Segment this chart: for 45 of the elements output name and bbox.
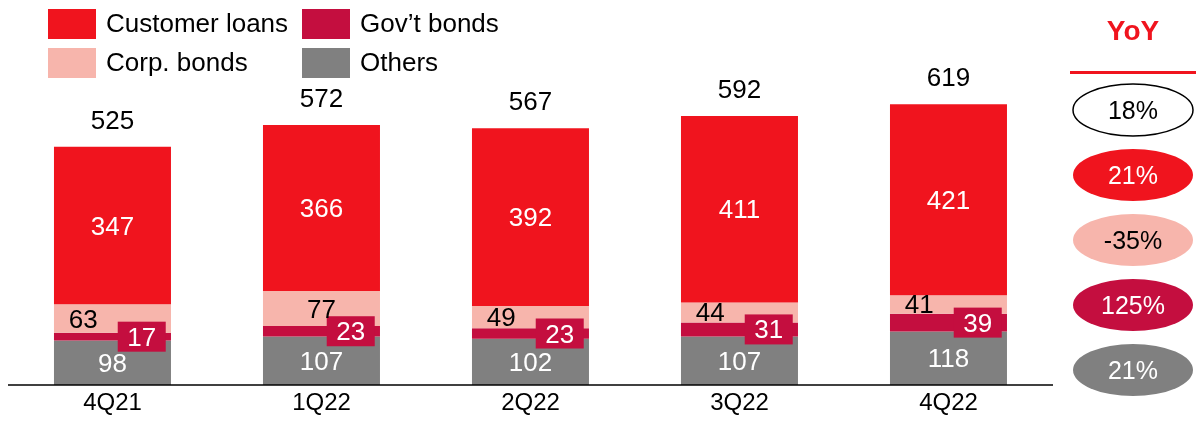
bar: [471, 128, 589, 307]
data-label: 23: [545, 318, 575, 349]
bar: [53, 146, 171, 305]
text: 18%: [1107, 96, 1159, 124]
data-label: 98: [98, 347, 127, 378]
bar: [680, 115, 798, 303]
total-label: 619: [926, 62, 971, 93]
bar: [262, 125, 380, 292]
data-label: 421: [926, 184, 971, 215]
data-label: 107: [717, 345, 762, 376]
legend-label: Others: [360, 47, 439, 78]
x-tick-label: 3Q22: [710, 388, 769, 416]
data-label: 366: [299, 193, 344, 224]
data-label: 107: [299, 345, 344, 376]
data-label: 347: [90, 210, 135, 241]
data-label: 49: [486, 302, 516, 333]
data-label: 23: [336, 316, 366, 347]
text: 125%: [1101, 291, 1165, 319]
total-label: 567: [508, 86, 553, 117]
text: YoY: [1106, 15, 1160, 46]
data-label: 31: [754, 314, 784, 345]
legend-label: Gov’t bonds: [360, 8, 499, 39]
bar: [889, 104, 1007, 296]
x-tick-label: 1Q22: [292, 388, 351, 416]
data-label: 392: [508, 202, 553, 233]
data-label: 44: [695, 297, 725, 328]
data-label: 17: [127, 321, 157, 352]
total-label: 525: [90, 104, 135, 135]
x-tick-label: 4Q22: [919, 388, 978, 416]
data-label: 118: [927, 343, 970, 374]
text: 21%: [1107, 356, 1159, 384]
legend-label: Corp. bonds: [106, 47, 248, 78]
data-label: 63: [68, 303, 98, 334]
data-label: 77: [307, 293, 336, 324]
total-label: 592: [717, 73, 762, 104]
total-label: 572: [299, 83, 344, 114]
data-label: 41: [904, 289, 934, 320]
x-tick-label: 4Q21: [83, 388, 142, 416]
data-label: 39: [963, 307, 993, 338]
text: -35%: [1103, 226, 1163, 254]
legend-label: Customer loans: [106, 8, 289, 39]
x-tick-label: 2Q22: [501, 388, 560, 416]
text: 21%: [1107, 161, 1159, 189]
data-label: 411: [718, 194, 761, 225]
data-label: 102: [508, 346, 553, 377]
